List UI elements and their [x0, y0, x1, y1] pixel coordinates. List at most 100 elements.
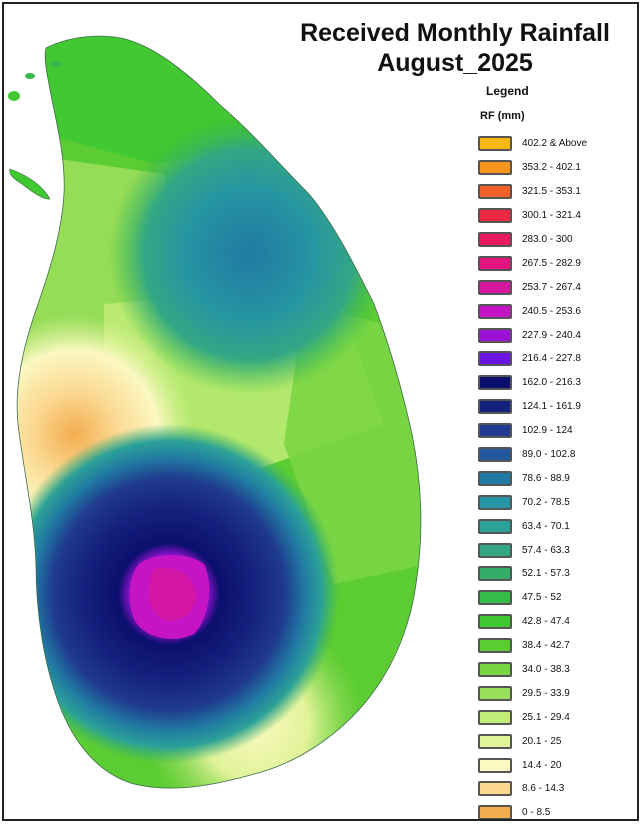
legend-unit: RF (mm) — [480, 110, 525, 122]
legend-label: 89.0 - 102.8 — [522, 449, 576, 461]
legend-item: 8.6 - 14.3 — [478, 777, 637, 801]
legend-swatch — [478, 805, 512, 819]
legend-label: 283.0 - 300 — [522, 234, 573, 245]
legend-swatch — [478, 470, 512, 486]
legend-label: 8.6 - 14.3 — [522, 783, 565, 795]
legend-item: 14.4 - 20 — [478, 753, 637, 777]
legend-item: 267.5 - 282.9 — [478, 251, 637, 275]
legend-label: 227.9 - 240.4 — [522, 329, 581, 341]
legend-label: 78.6 - 88.9 — [522, 472, 570, 484]
legend-item: 253.7 - 267.4 — [478, 275, 637, 299]
legend-item: 216.4 - 227.8 — [478, 347, 637, 371]
legend-item: 402.2 & Above — [478, 132, 637, 156]
legend-label: 102.9 - 124 — [522, 425, 573, 437]
map-title-line-1: Received Monthly Rainfall — [300, 19, 610, 47]
legend-item: 57.4 - 63.3 — [478, 538, 637, 562]
legend-label: 52.1 - 57.3 — [522, 568, 570, 580]
legend-swatch — [478, 685, 512, 701]
legend-swatch — [478, 590, 512, 606]
legend-label: 14.4 - 20 — [522, 759, 562, 771]
legend-item: 0 - 8.5 — [478, 801, 637, 819]
legend-item: 89.0 - 102.8 — [478, 443, 637, 467]
legend-swatch — [478, 423, 512, 439]
legend-swatch — [478, 494, 512, 510]
legend-swatch — [478, 542, 512, 558]
legend-label: 267.5 - 282.9 — [522, 257, 581, 269]
legend-swatch — [478, 662, 512, 678]
legend-label: 20.1 - 25 — [522, 735, 562, 747]
legend-swatch — [478, 709, 512, 725]
legend-label: 216.4 - 227.8 — [522, 353, 581, 365]
legend-swatch — [478, 399, 512, 415]
legend-label: 253.7 - 267.4 — [522, 281, 581, 293]
kayts-island — [49, 61, 63, 67]
legend-swatch — [478, 279, 512, 295]
legend-label: 353.2 - 402.1 — [522, 162, 581, 174]
legend-item: 20.1 - 25 — [478, 729, 637, 753]
legend-item: 300.1 - 321.4 — [478, 204, 637, 228]
legend-swatch — [478, 255, 512, 271]
legend-item: 34.0 - 38.3 — [478, 658, 637, 682]
legend-item: 124.1 - 161.9 — [478, 395, 637, 419]
legend-label: 240.5 - 253.6 — [522, 305, 581, 317]
legend-item: 240.5 - 253.6 — [478, 299, 637, 323]
legend-label: 25.1 - 29.4 — [522, 711, 570, 723]
legend-swatch — [478, 781, 512, 797]
legend-item: 321.5 - 353.1 — [478, 180, 637, 204]
legend-item: 102.9 - 124 — [478, 419, 637, 443]
delft-island — [25, 73, 35, 79]
legend-label: 124.1 - 161.9 — [522, 401, 581, 413]
legend: Legend RF (mm) 402.2 & Above 353.2 - 402.… — [478, 84, 637, 819]
legend-item: 353.2 - 402.1 — [478, 156, 637, 180]
legend-label: 0 - 8.5 — [522, 807, 551, 819]
legend-label: 402.2 & Above — [522, 138, 588, 150]
legend-label: 47.5 - 52 — [522, 592, 562, 604]
legend-swatch — [478, 375, 512, 391]
legend-swatch — [478, 232, 512, 247]
legend-heading: Legend — [486, 84, 529, 98]
legend-label: 321.5 - 353.1 — [522, 186, 581, 198]
legend-swatch — [478, 351, 512, 367]
legend-label: 29.5 - 33.9 — [522, 687, 570, 699]
legend-label: 162.0 - 216.3 — [522, 377, 581, 389]
legend-swatch — [478, 757, 512, 773]
legend-item: 29.5 - 33.9 — [478, 681, 637, 705]
legend-item: 25.1 - 29.4 — [478, 705, 637, 729]
legend-swatch — [478, 447, 512, 463]
legend-label: 57.4 - 63.3 — [522, 544, 570, 556]
sri-lanka-rainfall-map — [4, 4, 474, 819]
legend-label: 34.0 - 38.3 — [522, 664, 570, 676]
island-outline — [16, 35, 422, 789]
legend-label: 63.4 - 70.1 — [522, 520, 570, 532]
legend-swatch — [478, 136, 512, 152]
legend-item: 47.5 - 52 — [478, 586, 637, 610]
mannar-island — [8, 91, 20, 101]
kalpitiya-spit — [9, 168, 51, 200]
legend-item: 283.0 - 300 — [478, 228, 637, 252]
map-title-line-2: August_2025 — [377, 49, 533, 77]
legend-item: 78.6 - 88.9 — [478, 466, 637, 490]
legend-label: 38.4 - 42.7 — [522, 640, 570, 652]
legend-item: 63.4 - 70.1 — [478, 514, 637, 538]
legend-swatch — [478, 638, 512, 654]
legend-swatch — [478, 614, 512, 630]
legend-label: 42.8 - 47.4 — [522, 616, 570, 628]
legend-item: 227.9 - 240.4 — [478, 323, 637, 347]
legend-label: 70.2 - 78.5 — [522, 496, 570, 508]
legend-swatch — [478, 566, 512, 582]
legend-swatch — [478, 184, 512, 200]
legend-item: 38.4 - 42.7 — [478, 634, 637, 658]
legend-swatch — [478, 327, 512, 343]
legend-items: 402.2 & Above 353.2 - 402.1 321.5 - 353.1 3… — [478, 132, 637, 819]
legend-label: 300.1 - 321.4 — [522, 210, 581, 222]
map-title: Received Monthly Rainfall August_2025 — [272, 18, 637, 78]
legend-item: 70.2 - 78.5 — [478, 490, 637, 514]
legend-swatch — [478, 518, 512, 534]
legend-item: 52.1 - 57.3 — [478, 562, 637, 586]
legend-swatch — [478, 303, 512, 319]
legend-swatch — [478, 160, 512, 176]
legend-item: 162.0 - 216.3 — [478, 371, 637, 395]
legend-swatch — [478, 733, 512, 749]
legend-swatch — [478, 208, 512, 224]
